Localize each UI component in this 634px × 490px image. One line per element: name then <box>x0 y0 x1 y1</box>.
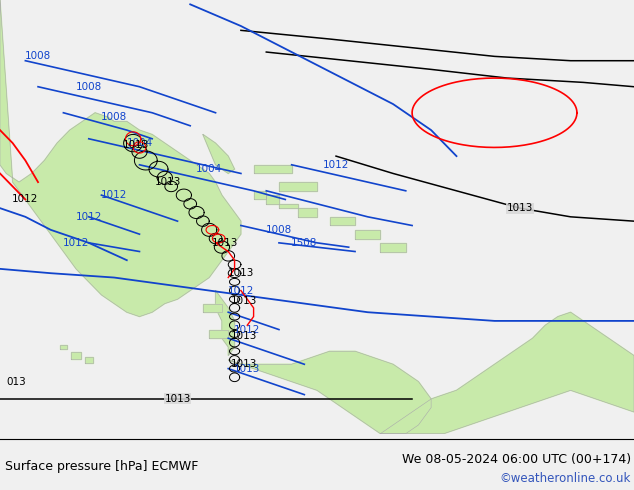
Text: 013: 013 <box>6 377 26 387</box>
Text: 1012: 1012 <box>228 286 254 295</box>
Text: Surface pressure [hPa] ECMWF: Surface pressure [hPa] ECMWF <box>5 460 198 473</box>
Polygon shape <box>355 230 380 239</box>
Text: 1013: 1013 <box>155 177 181 187</box>
Text: 1008: 1008 <box>25 51 51 61</box>
Polygon shape <box>85 357 93 363</box>
Polygon shape <box>330 217 355 225</box>
Text: We 08-05-2024 06:00 UTC (00+174): We 08-05-2024 06:00 UTC (00+174) <box>402 452 631 466</box>
Polygon shape <box>254 165 292 173</box>
Text: 1013: 1013 <box>228 268 254 278</box>
Text: 1013: 1013 <box>231 296 257 306</box>
Polygon shape <box>298 208 317 217</box>
Text: 1013: 1013 <box>164 394 191 404</box>
Polygon shape <box>216 291 235 356</box>
Text: 1012: 1012 <box>12 195 39 204</box>
Text: 1013: 1013 <box>231 359 257 369</box>
Text: 1012: 1012 <box>323 160 349 170</box>
Text: 1508: 1508 <box>291 238 318 248</box>
Text: 1004: 1004 <box>126 138 153 148</box>
Polygon shape <box>203 134 235 173</box>
Polygon shape <box>380 243 406 251</box>
Text: 1004: 1004 <box>196 164 223 174</box>
Text: 1013: 1013 <box>234 364 261 373</box>
Polygon shape <box>203 304 222 312</box>
Text: 1013: 1013 <box>123 140 150 150</box>
Polygon shape <box>279 182 317 191</box>
Text: 1008: 1008 <box>101 112 127 122</box>
Text: 1008: 1008 <box>266 225 292 235</box>
Polygon shape <box>228 351 431 434</box>
Text: 1012: 1012 <box>234 324 261 335</box>
Polygon shape <box>380 312 634 434</box>
Text: 1008: 1008 <box>75 82 102 92</box>
Polygon shape <box>71 352 81 359</box>
Polygon shape <box>0 0 241 317</box>
Text: 1013: 1013 <box>231 331 257 341</box>
Text: 1012: 1012 <box>75 212 102 222</box>
Polygon shape <box>60 345 67 349</box>
Polygon shape <box>279 204 298 208</box>
Polygon shape <box>254 191 266 199</box>
Text: 1013: 1013 <box>212 238 238 248</box>
Text: 1012: 1012 <box>63 238 89 248</box>
Polygon shape <box>209 330 228 338</box>
Polygon shape <box>266 195 279 204</box>
Text: 1013: 1013 <box>507 203 533 213</box>
Text: 1012: 1012 <box>101 190 127 200</box>
Text: ©weatheronline.co.uk: ©weatheronline.co.uk <box>500 472 631 486</box>
